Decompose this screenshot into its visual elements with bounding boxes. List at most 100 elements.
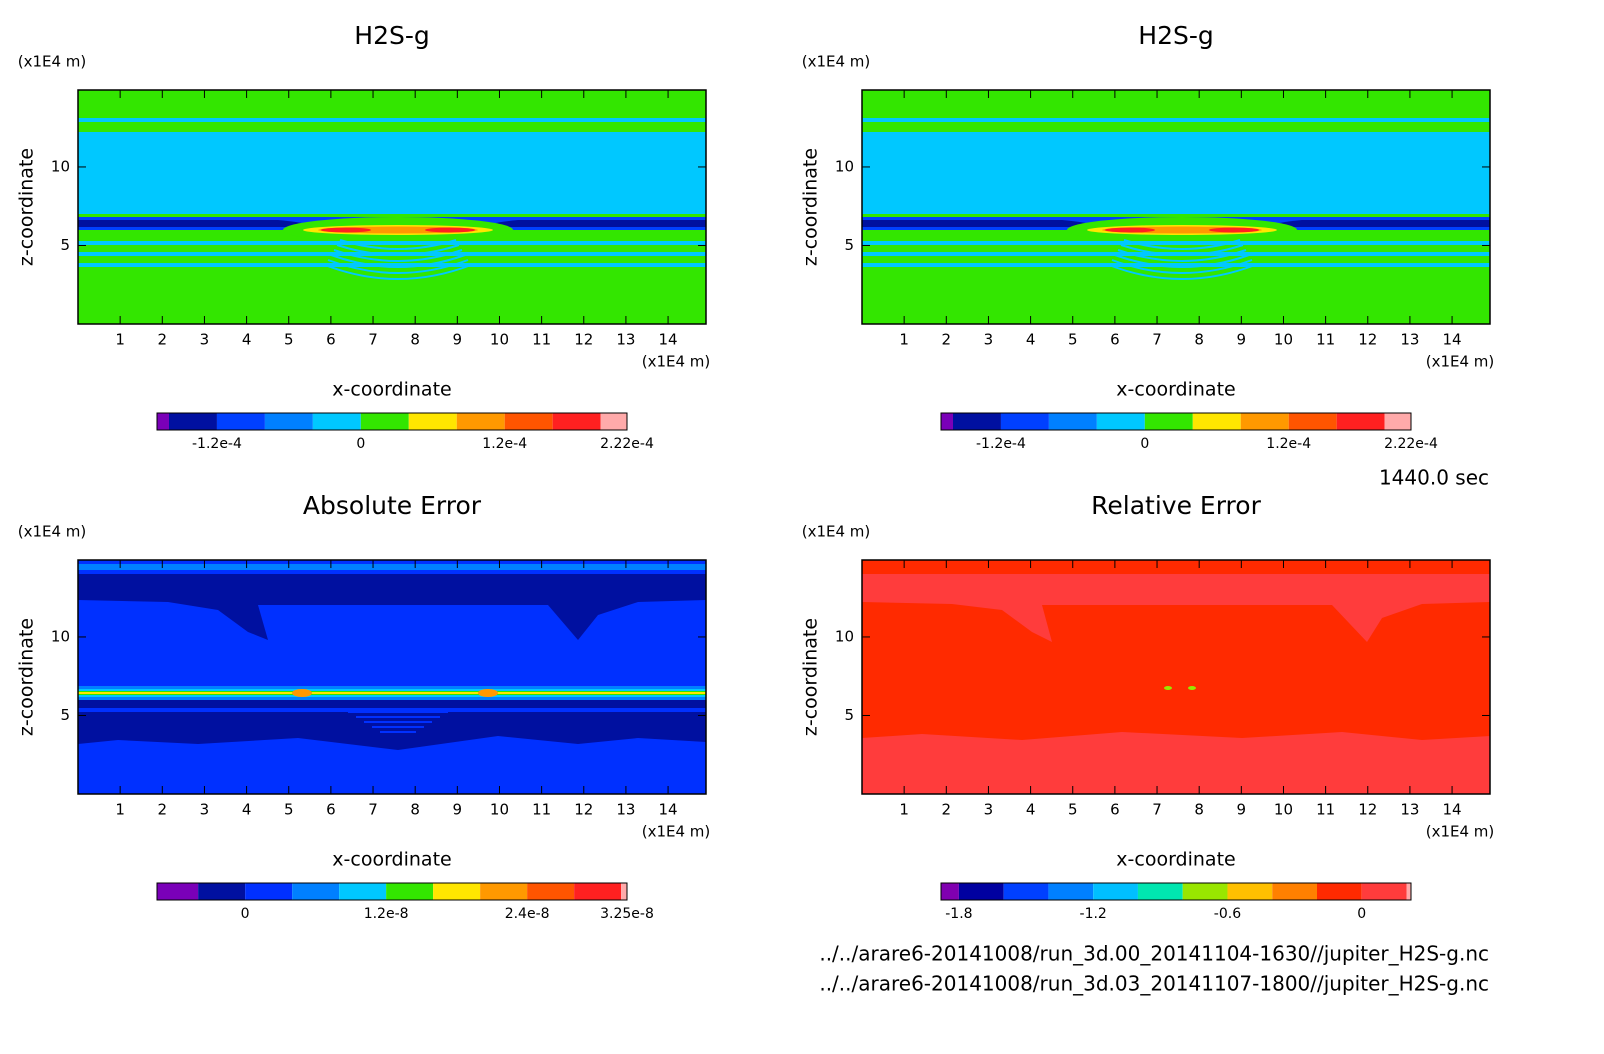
colorbar-segment xyxy=(245,883,293,900)
field xyxy=(78,564,706,570)
x-tick-label: 9 xyxy=(453,801,463,819)
y-unit: (x1E4 m) xyxy=(802,53,871,71)
x-tick-label: 9 xyxy=(1237,801,1247,819)
colorbar-segment xyxy=(1048,413,1097,430)
colorbar-label: 3.25e-8 xyxy=(600,906,654,922)
plot-frame xyxy=(861,89,1491,325)
x-tick-label: 13 xyxy=(616,331,635,349)
field xyxy=(862,132,1490,214)
colorbar-segment xyxy=(1240,413,1289,430)
field xyxy=(78,118,706,122)
colorbar-segment xyxy=(1144,413,1193,430)
x-tick-label: 12 xyxy=(1358,331,1377,349)
colorbar-frame xyxy=(156,882,628,901)
y-axis-label: z-coordinate xyxy=(800,148,822,266)
field xyxy=(321,227,371,233)
colorbar-label: 2.22e-4 xyxy=(600,436,654,452)
colorbar-segment xyxy=(504,413,553,430)
colorbar-label: 0 xyxy=(356,436,365,452)
x-tick-label: 5 xyxy=(284,801,294,819)
field xyxy=(78,241,706,245)
colorbar-segment xyxy=(1000,413,1049,430)
x-tick-label: 9 xyxy=(1237,331,1247,349)
panel-title: H2S-g xyxy=(354,21,429,50)
field xyxy=(862,241,1490,245)
y-tick-label: 5 xyxy=(60,236,70,254)
y-tick-label: 10 xyxy=(835,627,854,645)
x-tick-label: 8 xyxy=(1194,331,1204,349)
colorbar-segment xyxy=(339,883,387,900)
x-tick-label: 5 xyxy=(1068,331,1078,349)
colorbar-segment xyxy=(1227,883,1273,900)
colorbar-segment xyxy=(433,883,481,900)
x-tick-label: 11 xyxy=(532,801,551,819)
colorbar-segment xyxy=(1361,883,1407,900)
colorbar-segment xyxy=(958,883,1004,900)
x-tick-label: 10 xyxy=(1274,801,1293,819)
x-tick-label: 6 xyxy=(1110,331,1120,349)
x-tick-label: 4 xyxy=(242,331,252,349)
contour-field xyxy=(78,90,706,324)
field xyxy=(862,732,1490,794)
colorbar-segment xyxy=(941,413,953,430)
x-tick-label: 6 xyxy=(326,331,336,349)
y-tick-label: 5 xyxy=(60,706,70,724)
x-tick-label: 7 xyxy=(1152,801,1162,819)
colorbar-segment xyxy=(1317,883,1362,900)
field xyxy=(1108,264,1256,280)
contour-field xyxy=(78,560,706,794)
x-tick-label: 3 xyxy=(200,801,210,819)
y-tick-label: 10 xyxy=(51,157,70,175)
time-label: 1440.0 sec xyxy=(1379,466,1489,490)
contour-field xyxy=(862,90,1490,324)
field xyxy=(1123,239,1241,250)
colorbar-frame xyxy=(940,882,1412,901)
x-tick-label: 12 xyxy=(574,801,593,819)
plot-frame xyxy=(77,89,707,325)
colorbar-segment xyxy=(168,413,217,430)
x-tick-label: 7 xyxy=(368,801,378,819)
x-tick-label: 14 xyxy=(1443,331,1462,349)
field xyxy=(327,259,469,274)
field xyxy=(333,249,463,262)
x-tick-label: 10 xyxy=(1274,331,1293,349)
x-tick-label: 6 xyxy=(1110,801,1120,819)
colorbar-label: -1.8 xyxy=(945,906,972,922)
file-path: ../../arare6-20141008/run_3d.03_20141107… xyxy=(819,972,1489,996)
colorbar-segment xyxy=(312,413,361,430)
field xyxy=(1117,249,1247,262)
x-tick-label: 8 xyxy=(1194,801,1204,819)
x-tick-label: 13 xyxy=(1400,331,1419,349)
field xyxy=(1275,220,1490,227)
colorbar-label: -1.2e-4 xyxy=(192,436,242,452)
x-tick-label: 10 xyxy=(490,801,509,819)
x-tick-label: 7 xyxy=(368,331,378,349)
colorbar-label: 0 xyxy=(1357,906,1366,922)
x-tick-label: 1 xyxy=(899,801,909,819)
colorbar-segment xyxy=(1003,883,1049,900)
panel-title: Relative Error xyxy=(1091,491,1261,520)
plot-frame xyxy=(77,559,707,795)
field xyxy=(1164,686,1172,690)
colorbar-label: -1.2e-4 xyxy=(976,436,1026,452)
x-tick-label: 14 xyxy=(659,801,678,819)
x-axis-label: x-coordinate xyxy=(1116,379,1235,401)
colorbar-label: 0 xyxy=(241,906,250,922)
x-tick-label: 2 xyxy=(942,331,952,349)
x-tick-label: 4 xyxy=(1026,801,1036,819)
x-tick-label: 9 xyxy=(453,331,463,349)
y-tick-label: 10 xyxy=(835,157,854,175)
field xyxy=(1111,259,1253,274)
x-unit: (x1E4 m) xyxy=(642,353,711,371)
panel-title: H2S-g xyxy=(1138,21,1213,50)
colorbar-segment xyxy=(552,413,601,430)
field xyxy=(862,263,1490,267)
field xyxy=(336,244,460,256)
field xyxy=(1209,227,1259,233)
field xyxy=(478,689,498,697)
field xyxy=(339,239,457,250)
field xyxy=(862,118,1490,122)
field xyxy=(862,220,1094,227)
